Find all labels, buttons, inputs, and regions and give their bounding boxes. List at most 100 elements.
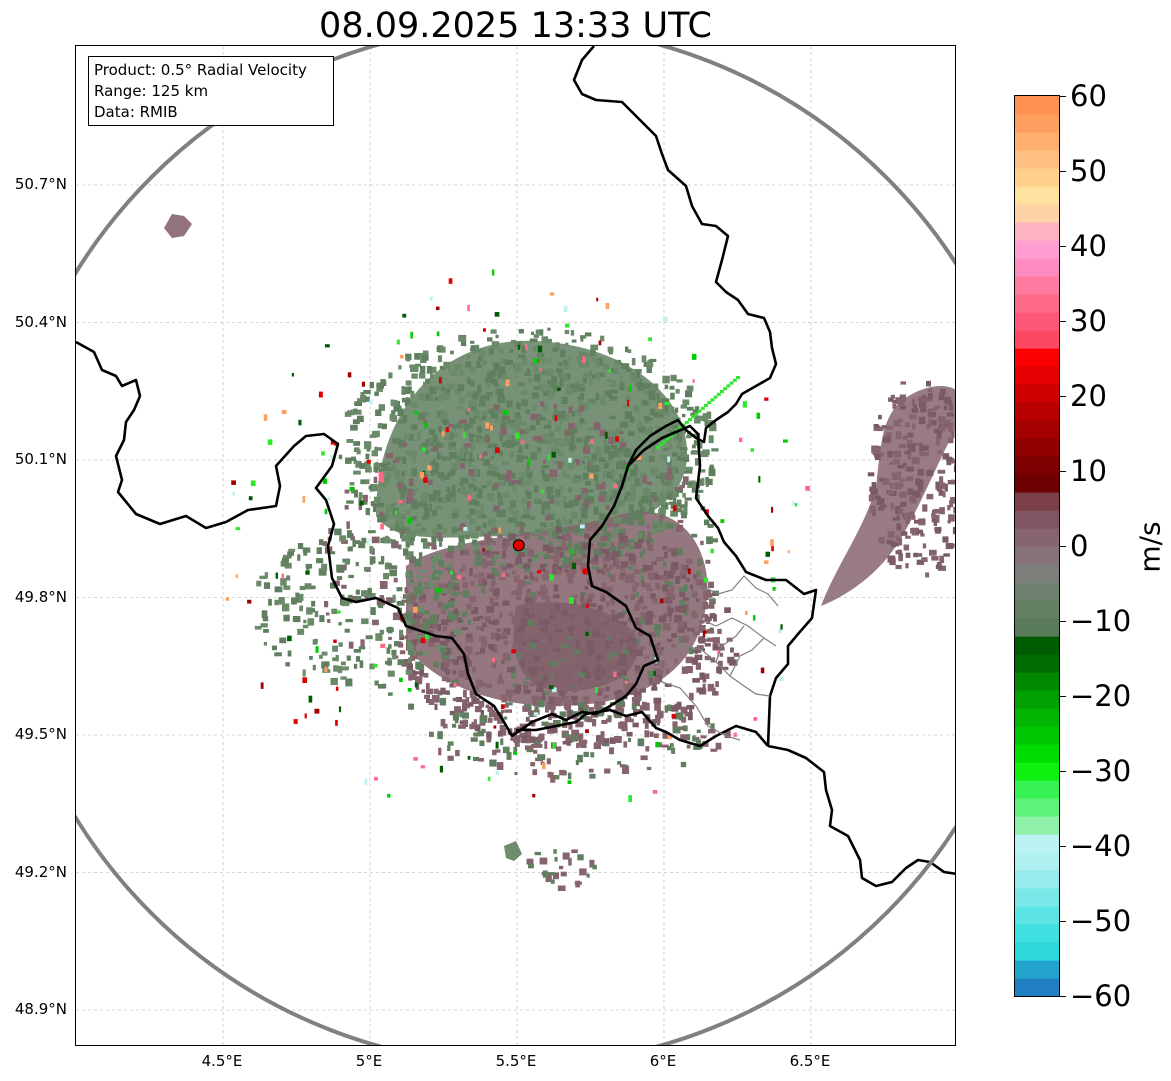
colorbar-swatch [1015,456,1059,475]
colorbar-swatch [1015,600,1059,619]
colorbar-swatch [1015,96,1059,115]
colorbar-swatch [1015,690,1059,709]
colorbar-tick-label: 0 [1070,529,1089,563]
map-title: 08.09.2025 13:33 UTC [319,6,712,46]
country-borders [76,46,955,888]
colorbar-tick-label: 50 [1070,154,1107,188]
info-data-source: Data: RMIB [94,103,178,121]
colorbar-tick-mark [1060,321,1066,322]
colorbar-swatch [1015,672,1059,691]
colorbar-swatch [1015,834,1059,853]
colorbar-swatch [1015,798,1059,817]
info-product: Product: 0.5° Radial Velocity [94,61,307,79]
lon-tick-label: 6.5°E [789,1052,831,1070]
colorbar-swatch [1015,546,1059,565]
radar-site-marker[interactable] [512,539,525,552]
colorbar-swatch [1015,492,1059,511]
colorbar-swatch [1015,132,1059,151]
colorbar-tick-label: 40 [1070,229,1107,263]
colorbar-swatch [1015,654,1059,673]
lat-tick-label: 49.2°N [14,862,67,881]
colorbar-tick-label: 60 [1070,79,1107,113]
colorbar-swatch [1015,924,1059,943]
colorbar-tick-mark [1060,546,1066,547]
colorbar-swatch [1015,330,1059,349]
colorbar-swatch [1015,186,1059,205]
colorbar-tick-label: −20 [1070,679,1132,713]
colorbar-tick-mark [1060,846,1066,847]
colorbar-unit-label: m/s [1133,521,1167,573]
colorbar-swatch [1015,402,1059,421]
colorbar-tick-mark [1060,771,1066,772]
colorbar-swatch [1015,960,1059,979]
colorbar-swatch [1015,816,1059,835]
colorbar-tick-mark [1060,96,1066,97]
colorbar-tick-label: −50 [1070,904,1132,938]
colorbar-swatch [1015,312,1059,331]
radar-map-canvas [76,46,955,1045]
colorbar-tick-mark [1060,696,1066,697]
colorbar-swatch [1015,744,1059,763]
colorbar-swatch [1015,366,1059,385]
colorbar-swatch [1015,582,1059,601]
colorbar-swatch [1015,150,1059,169]
colorbar-swatch [1015,708,1059,727]
colorbar-tick-mark [1060,396,1066,397]
colorbar-tick-label: 10 [1070,454,1107,488]
colorbar-swatch [1015,870,1059,889]
colorbar-tick-label: −10 [1070,604,1132,638]
colorbar-swatch [1015,420,1059,439]
lon-tick-label: 6°E [649,1052,677,1070]
colorbar-swatch [1015,276,1059,295]
info-box: Product: 0.5° Radial Velocity Range: 125… [88,56,334,126]
colorbar-tick-mark [1060,921,1066,922]
colorbar-tick-label: 30 [1070,304,1107,338]
colorbar-swatch [1015,852,1059,871]
colorbar-swatch [1015,384,1059,403]
colorbar-tick-mark [1060,171,1066,172]
lon-tick-label: 5°E [355,1052,383,1070]
colorbar [1014,95,1060,997]
colorbar-tick-label: −60 [1070,979,1132,1013]
colorbar-swatch [1015,204,1059,223]
colorbar-swatch [1015,240,1059,259]
info-range: Range: 125 km [94,82,209,100]
colorbar-tick-label: 20 [1070,379,1107,413]
colorbar-swatch [1015,762,1059,781]
colorbar-swatch [1015,474,1059,493]
colorbar-tick-label: −30 [1070,754,1132,788]
lon-tick-label: 5.5°E [495,1052,537,1070]
colorbar-swatch [1015,528,1059,547]
colorbar-swatch [1015,564,1059,583]
lat-tick-label: 49.8°N [14,587,67,606]
belgium-france-border [76,46,778,738]
colorbar-tick-label: −40 [1070,829,1132,863]
colorbar-swatch [1015,906,1059,925]
lat-tick-label: 50.1°N [14,450,67,468]
colorbar-swatch [1015,780,1059,799]
colorbar-swatch [1015,348,1059,367]
colorbar-tick-mark [1060,996,1066,997]
colorbar-swatch [1015,222,1059,241]
colorbar-swatch [1015,636,1059,655]
lat-tick-label: 49.5°N [14,725,67,743]
colorbar-swatch [1015,618,1059,637]
lat-tick-label: 50.4°N [14,312,67,331]
colorbar-swatch [1015,114,1059,133]
colorbar-swatch [1015,888,1059,907]
colorbar-swatch [1015,510,1059,529]
radar-echoes [164,214,955,891]
colorbar-tick-mark [1060,246,1066,247]
colorbar-swatch [1015,294,1059,313]
lon-tick-label: 4.5°E [201,1052,243,1070]
colorbar-tick-mark [1060,471,1066,472]
admin-borders [661,575,779,741]
colorbar-swatch [1015,726,1059,745]
colorbar-swatch [1015,258,1059,277]
luxembourg-germany-france-border [516,708,955,888]
radar-map[interactable] [75,45,956,1046]
lat-tick-label: 50.7°N [14,175,67,193]
colorbar-swatch [1015,168,1059,187]
colorbar-tick-mark [1060,621,1066,622]
belgium-luxembourg-border [627,424,818,747]
